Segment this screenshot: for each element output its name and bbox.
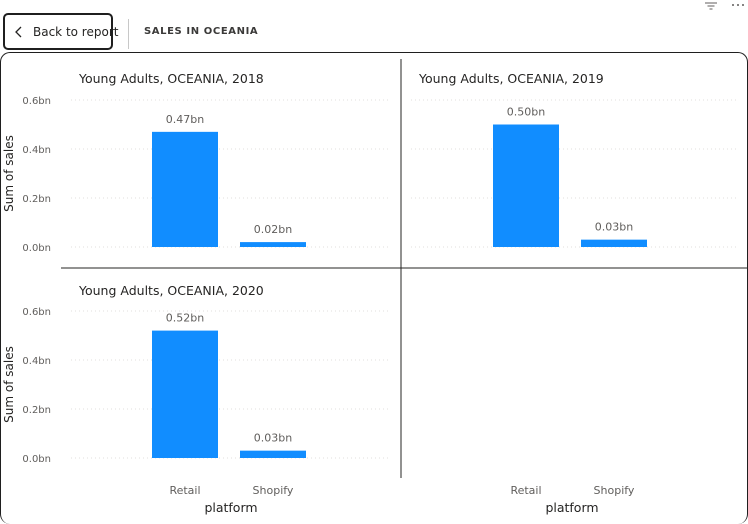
y-tick-label: 0.0bn: [22, 243, 51, 254]
x-tick-label: Shopify: [594, 484, 635, 497]
data-label: 0.52bn: [166, 312, 204, 325]
y-axis-title: Sum of sales: [2, 135, 16, 212]
data-label: 0.03bn: [595, 221, 633, 234]
more-options-icon[interactable]: [730, 1, 746, 9]
chevron-left-icon: [15, 26, 22, 38]
x-tick-label: Retail: [169, 484, 200, 497]
back-to-report-button[interactable]: Back to report: [3, 13, 118, 50]
data-label: 0.03bn: [254, 432, 292, 445]
bar-shopify: [581, 239, 647, 247]
x-axis-title: platform: [204, 500, 257, 515]
page-title: SALES IN OCEANIA: [144, 26, 259, 37]
bar-shopify: [240, 450, 306, 458]
bar-retail: [493, 124, 559, 247]
y-tick-label: 0.6bn: [22, 307, 51, 318]
y-tick-label: 0.4bn: [22, 356, 51, 367]
top-bar: Back to report SALES IN OCEANIA: [0, 0, 748, 52]
panel-title: Young Adults, OCEANIA, 2020: [78, 283, 264, 298]
y-tick-label: 0.2bn: [22, 194, 51, 205]
data-label: 0.02bn: [254, 223, 292, 236]
bar-retail: [152, 330, 218, 458]
y-tick-label: 0.4bn: [22, 145, 51, 156]
header-divider: [128, 19, 129, 49]
back-button-label: Back to report: [33, 25, 119, 39]
y-tick-label: 0.2bn: [22, 405, 51, 416]
x-axis-title: platform: [545, 500, 598, 515]
panel-title: Young Adults, OCEANIA, 2018: [78, 71, 264, 86]
bar-chart-small-multiples: 0.6bn 0.4bn 0.2bn 0.0bn Sum of sales 0.6bn 0.4…: [2, 59, 747, 515]
data-label: 0.47bn: [166, 113, 204, 126]
panel-title: Young Adults, OCEANIA, 2019: [418, 71, 604, 86]
y-tick-label: 0.6bn: [22, 96, 51, 107]
filter-icon[interactable]: [704, 1, 718, 11]
data-label: 0.50bn: [507, 106, 545, 119]
bar-retail: [152, 131, 218, 247]
bar-shopify: [240, 242, 306, 247]
y-axis-title: Sum of sales: [2, 346, 16, 423]
small-multiples-visual[interactable]: 0.6bn 0.4bn 0.2bn 0.0bn Sum of sales 0.6bn 0.4…: [0, 52, 748, 524]
x-tick-label: Shopify: [253, 484, 294, 497]
y-tick-label: 0.0bn: [22, 454, 51, 465]
x-tick-label: Retail: [510, 484, 541, 497]
